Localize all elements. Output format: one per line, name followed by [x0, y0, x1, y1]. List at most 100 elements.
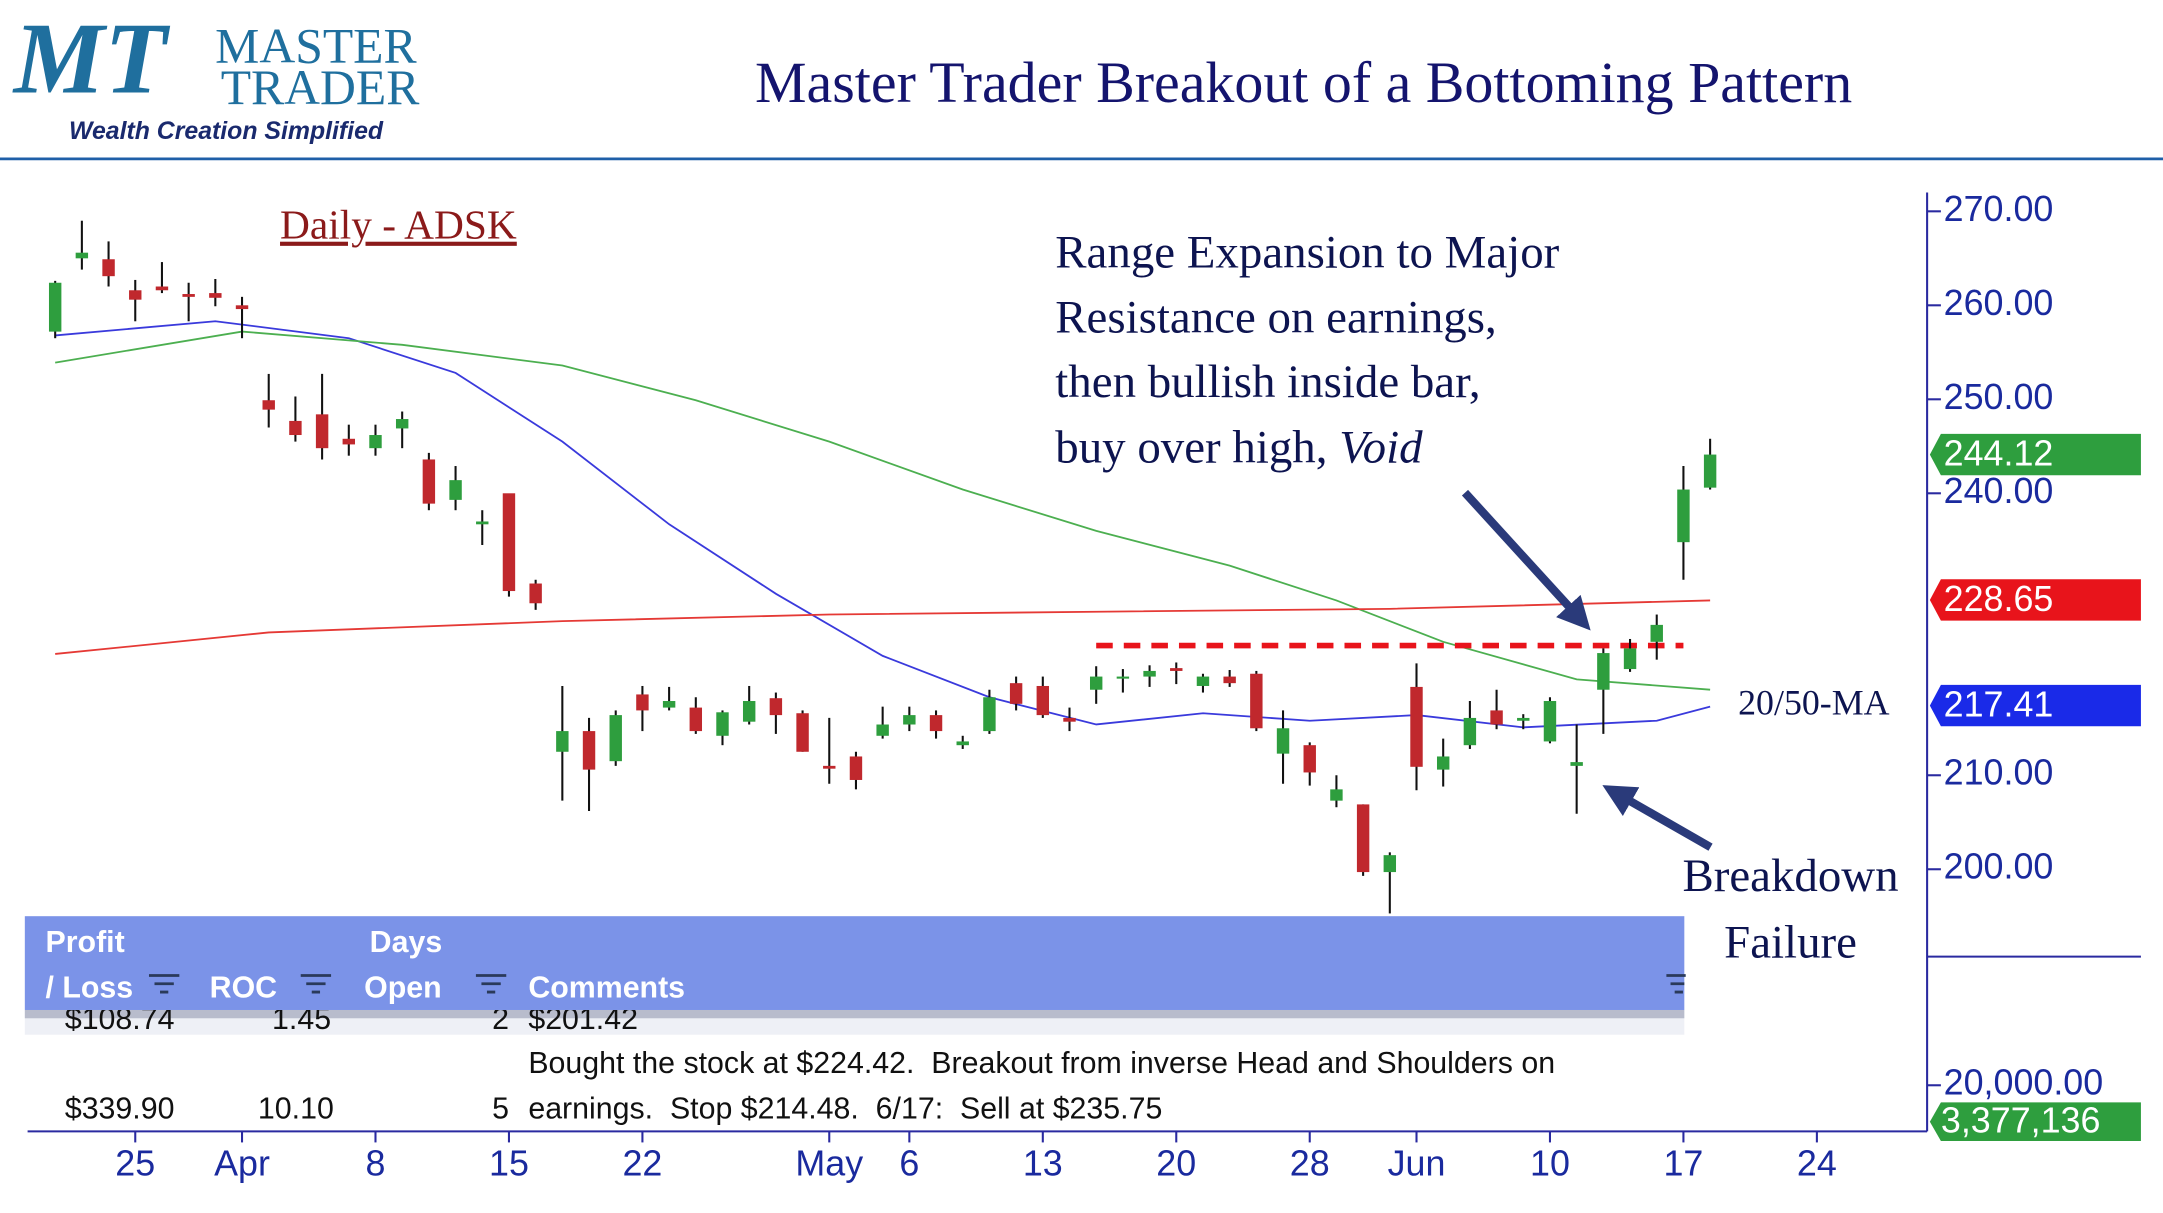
- cell: Bought the stock at $224.42. Breakout fr…: [528, 1047, 1555, 1080]
- x-tick-label: 22: [622, 1143, 662, 1183]
- header-cell: ROC: [210, 971, 277, 1004]
- candle-body: [1116, 676, 1130, 679]
- candle-body: [1276, 728, 1290, 754]
- annotation-line: then bullish inside bar,: [1055, 356, 1480, 408]
- x-tick-label: 13: [1023, 1143, 1063, 1183]
- brand-bottom: TRADER: [221, 60, 421, 115]
- candle-body: [342, 438, 356, 445]
- candle-body: [1196, 676, 1210, 686]
- candle-body: [823, 765, 836, 769]
- candle-body: [1303, 745, 1316, 773]
- cell: earnings. Stop $214.48. 6/17: Sell at $2…: [528, 1093, 1162, 1126]
- header-cell: Comments: [528, 971, 685, 1004]
- candle-body: [929, 715, 943, 732]
- candle-body: [1463, 717, 1477, 746]
- candle-body: [1650, 624, 1663, 642]
- moving-average: [55, 330, 1711, 691]
- annotation-emphasis: Void: [1339, 421, 1423, 473]
- volume-flag-label: 3,377,136: [1941, 1101, 2101, 1141]
- x-tick-label: 10: [1530, 1143, 1570, 1183]
- y-tick-label: 260.00: [1944, 283, 2054, 323]
- x-tick-label: May: [795, 1143, 863, 1183]
- x-tick-label: Apr: [214, 1143, 270, 1183]
- candle-body: [1677, 489, 1690, 543]
- candle-body: [395, 419, 409, 429]
- candle-body: [129, 290, 142, 300]
- x-tick-label: 20: [1156, 1143, 1196, 1183]
- cell: 5: [492, 1093, 509, 1126]
- annotation-line: Resistance on earnings,: [1055, 291, 1496, 343]
- candle-body: [556, 731, 569, 752]
- candle-body: [1036, 685, 1050, 716]
- y-tick-label: 210.00: [1944, 753, 2054, 793]
- candle-body: [716, 712, 729, 736]
- candle-body: [582, 731, 596, 770]
- y-tick-label: 250.00: [1944, 377, 2054, 417]
- x-tick-label: 15: [489, 1143, 529, 1183]
- cell: 2: [492, 1003, 509, 1036]
- cell: $339.90: [65, 1093, 175, 1126]
- candle-body: [155, 286, 169, 291]
- candle-body: [1143, 670, 1156, 677]
- candle-body: [75, 252, 89, 259]
- annotation-line: Range Expansion to Major: [1055, 227, 1559, 279]
- moving-average: [55, 599, 1711, 655]
- header-cell: Open: [364, 971, 442, 1004]
- header: MT MASTER TRADER Wealth Creation Simplif…: [0, 3, 2163, 161]
- candle-body: [369, 435, 382, 449]
- candle-body: [956, 741, 969, 746]
- filter-icons: [148, 974, 1686, 994]
- candle-body: [1623, 648, 1637, 670]
- candle-body: [1089, 676, 1103, 690]
- annotation-line: Breakdown: [1682, 850, 1898, 902]
- cell: 1.45: [272, 1003, 331, 1036]
- x-tick-label: 28: [1290, 1143, 1330, 1183]
- tagline: Wealth Creation Simplified: [69, 118, 384, 145]
- candle-body: [1170, 668, 1183, 671]
- candle-body: [1383, 855, 1397, 873]
- candle-body: [1410, 686, 1423, 767]
- candle-body: [769, 698, 783, 716]
- x-tick-label: 24: [1797, 1143, 1837, 1183]
- table-header: [24, 916, 1685, 1010]
- annotation-line: Failure: [1724, 916, 1857, 968]
- candle-body: [609, 715, 622, 762]
- candle-body: [689, 707, 703, 732]
- candle-body: [662, 701, 676, 708]
- arrow: [1461, 489, 1591, 631]
- brand-top: MASTER: [215, 19, 417, 74]
- chart-title: Master Trader Breakout of a Bottoming Pa…: [755, 50, 1852, 115]
- x-tick-label: Jun: [1388, 1143, 1446, 1183]
- candle-body: [742, 701, 756, 722]
- candle-body: [315, 414, 329, 449]
- candle-body: [502, 493, 516, 592]
- y-tick-label: 240.00: [1944, 471, 2054, 511]
- candle-body: [1250, 673, 1263, 729]
- chart-subtitle: Daily - ADSK: [280, 202, 517, 248]
- candle-body: [209, 293, 222, 298]
- x-tick-label: 17: [1663, 1143, 1703, 1183]
- candle-body: [422, 459, 436, 504]
- candle-body: [636, 694, 649, 711]
- annotation-line: buy over high, Void: [1055, 421, 1423, 473]
- header-cell: / Loss: [46, 971, 134, 1004]
- candle-body: [1570, 762, 1583, 766]
- candle-body: [1223, 676, 1236, 684]
- cell: $108.74: [65, 1003, 175, 1036]
- price-flag-label: 217.41: [1944, 684, 2054, 724]
- candle-body: [289, 420, 302, 436]
- y-tick-label: 200.00: [1944, 847, 2054, 887]
- candle-body: [876, 724, 889, 736]
- candle-body: [1330, 789, 1343, 801]
- x-tick-label: 25: [115, 1143, 155, 1183]
- candle-body: [1543, 701, 1557, 742]
- price-flag: [1929, 684, 2141, 727]
- price-flag-label: 228.65: [1944, 579, 2054, 619]
- cell: $201.42: [528, 1003, 638, 1036]
- table-divider: [24, 1009, 1685, 1019]
- price-flag-label: 244.12: [1944, 433, 2054, 473]
- candle-body: [102, 259, 115, 277]
- header-cell: Profit: [46, 926, 125, 959]
- plot: 200.00 210.00 240.00 250.00 260.00 270.00 20,0…: [27, 189, 2141, 1183]
